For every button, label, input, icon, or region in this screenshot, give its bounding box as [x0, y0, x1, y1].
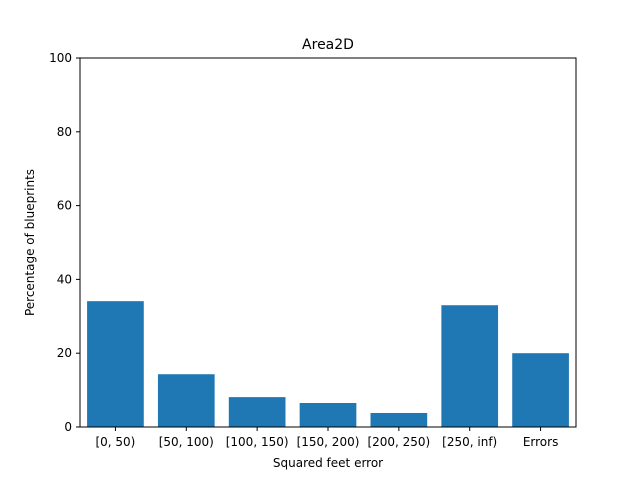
bar-0 — [87, 301, 144, 427]
y-axis-label: Percentage of blueprints — [23, 169, 37, 316]
y-tick-label-5: 100 — [49, 51, 72, 65]
x-tick-label-6: Errors — [523, 435, 559, 449]
x-axis: [0, 50) [50, 100) [100, 150) [150, 200) [200… — [95, 427, 558, 449]
y-tick-label-4: 80 — [57, 125, 72, 139]
y-tick-label-2: 40 — [57, 272, 72, 286]
bar-6 — [512, 353, 569, 427]
x-axis-label: Squared feet error — [273, 456, 383, 470]
x-tick-label-1: [50, 100) — [159, 435, 214, 449]
bar-4 — [370, 412, 428, 427]
x-tick-label-2: [100, 150) — [226, 435, 289, 449]
chart-title: Area2D — [302, 37, 354, 53]
bars — [87, 301, 569, 427]
y-tick-label-1: 20 — [57, 346, 72, 360]
plot-frame — [79, 57, 577, 428]
x-tick-label-3: [150, 200) — [297, 435, 360, 449]
bar-5 — [441, 305, 499, 427]
y-axis: 0 20 40 60 80 100 — [49, 51, 80, 434]
x-tick-label-0: [0, 50) — [95, 435, 135, 449]
x-tick-label-4: [200, 250) — [367, 435, 430, 449]
y-tick-label-3: 60 — [57, 199, 72, 213]
x-tick-label-5: [250, inf) — [442, 435, 497, 449]
bar-2 — [228, 397, 286, 427]
bar-1 — [157, 374, 215, 427]
bar-3 — [299, 403, 357, 427]
y-tick-label-0: 0 — [64, 420, 72, 434]
